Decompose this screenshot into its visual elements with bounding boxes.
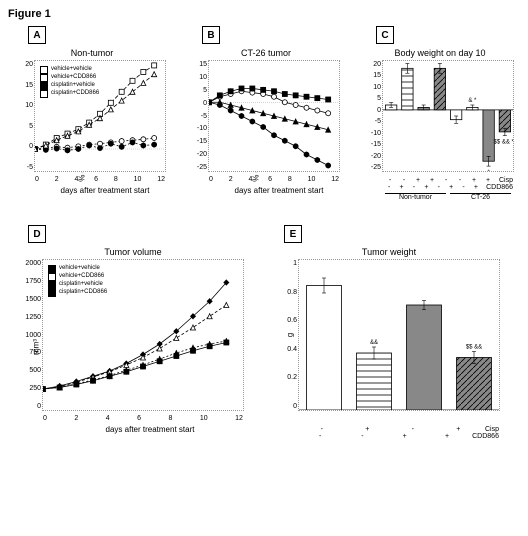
svg-text:*: * <box>487 170 490 171</box>
panel-b-xlabel: days after treatment start <box>208 186 350 195</box>
svg-text:$$ &&: $$ && <box>466 345 482 351</box>
panel-c-yticks: 20151050-5-10-15-20-25 <box>365 61 381 171</box>
svg-text:$$ && **: $$ && ** <box>494 140 513 146</box>
panel-b-chart: 024681012 151050-5-10-15-20-25 <box>208 60 340 172</box>
panel-a-label: A <box>28 26 46 44</box>
row-top: A Non-tumor % change from treatment star… <box>8 26 528 195</box>
panel-e-label: E <box>284 225 302 243</box>
panel-b-yticks: 151050-5-10-15-20-25 <box>191 61 207 171</box>
panel-d-title: Tumor volume <box>8 247 258 257</box>
panel-d: D Tumor volume mm³ vehicle+vehiclevehicl… <box>8 225 258 434</box>
panel-a-chart: vehicle+vehiclevehicle+CDD866cisplatin+v… <box>34 60 166 172</box>
panel-a-xticks: 024681012 <box>35 176 165 183</box>
panel-c-xlabels: --++--++Cisp-+-+-+-+CDD866Non-tumorCT-26 <box>383 177 513 201</box>
panel-d-label: D <box>28 225 46 243</box>
figure-title: Figure 1 <box>8 8 528 20</box>
svg-text:*: * <box>406 61 409 62</box>
panel-e-xlabels: -+-+Cisp--++CDD866 <box>299 426 499 440</box>
panel-d-xticks: 024681012 <box>43 415 243 422</box>
panel-d-xlabel: days after treatment start <box>42 425 258 434</box>
panel-d-yticks: 200017501500125010007505002500 <box>15 260 41 410</box>
svg-text:&&: && <box>370 340 378 346</box>
panel-a-yticks: 20151050-5 <box>17 61 33 171</box>
panel-e-chart: &&$$ && 10.80.60.40.20 -+-+Cisp--++CDD86… <box>298 259 500 411</box>
panel-e: E Tumor weight g &&$$ && 10.80.60.40.20 … <box>264 225 514 434</box>
panel-a-xlabel: days after treatment start <box>34 186 176 195</box>
panel-b-svg <box>209 61 339 171</box>
panel-a-title: Non-tumor <box>8 48 176 58</box>
panel-c-title: Body weight on day 10 <box>356 48 524 58</box>
panel-c: C Body weight on day 10 % change from tr… <box>356 26 524 195</box>
panel-a-legend: vehicle+vehiclevehicle+CDD866cisplatin+v… <box>38 64 101 100</box>
panel-d-chart: vehicle+vehiclevehicle+CDD866cisplatin+v… <box>42 259 244 411</box>
panel-c-svg: * * & * * $$ && ** <box>383 61 513 171</box>
panel-d-legend: vehicle+vehiclevehicle+CDD866cisplatin+v… <box>46 263 109 299</box>
panel-b-title: CT-26 tumor <box>182 48 350 58</box>
panel-c-label: C <box>376 26 394 44</box>
svg-text:& *: & * <box>468 98 477 104</box>
panel-e-yticks: 10.80.60.40.20 <box>281 260 297 410</box>
panel-e-title: Tumor weight <box>264 247 514 257</box>
panel-b: B CT-26 tumor % change from treatment st… <box>182 26 350 195</box>
panel-c-chart: **& **$$ && ** 20151050-5-10-15-20-25 --… <box>382 60 514 172</box>
panel-e-svg: && $$ && <box>299 260 499 410</box>
row-bottom: D Tumor volume mm³ vehicle+vehiclevehicl… <box>8 225 528 434</box>
panel-b-xticks: 024681012 <box>209 176 339 183</box>
svg-text:*: * <box>439 61 442 62</box>
panel-a: A Non-tumor % change from treatment star… <box>8 26 176 195</box>
panel-b-label: B <box>202 26 220 44</box>
